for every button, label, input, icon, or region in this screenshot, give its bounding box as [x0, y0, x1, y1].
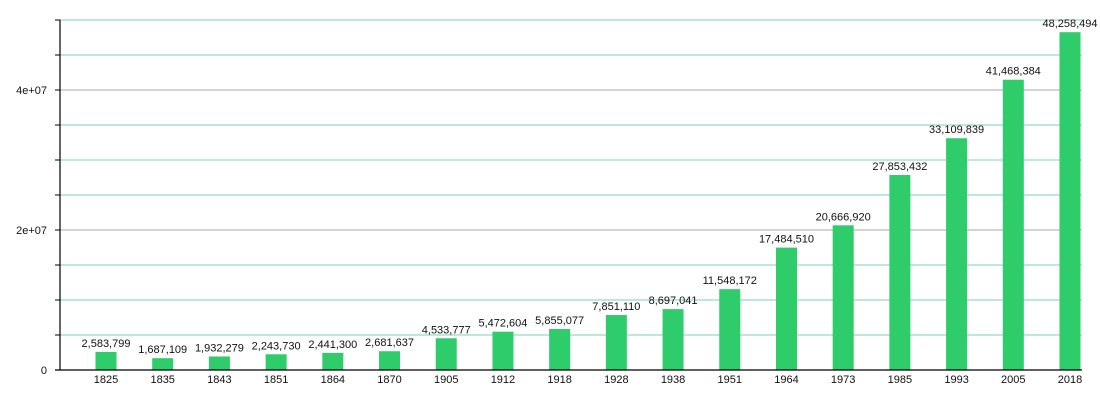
data-label: 5,855,077 [535, 315, 584, 327]
x-tick-label: 1951 [718, 374, 742, 386]
data-label: 8,697,041 [649, 295, 698, 307]
data-label: 33,109,839 [929, 124, 984, 136]
bar [95, 351, 117, 370]
bar [775, 247, 797, 370]
x-tick-label: 1835 [150, 374, 174, 386]
x-tick-label: 1928 [604, 374, 628, 386]
bar [1002, 79, 1024, 370]
x-tick-label: 1938 [661, 374, 685, 386]
x-tick-label: 1985 [888, 374, 912, 386]
x-tick-label: 1912 [491, 374, 515, 386]
bar [832, 225, 854, 370]
data-label: 2,243,730 [252, 340, 301, 352]
y-tick-label: 4e+07 [16, 85, 47, 97]
data-label: 2,681,637 [365, 337, 414, 349]
data-label: 11,548,172 [703, 275, 757, 287]
data-label: 27,853,432 [872, 161, 927, 173]
bar [435, 338, 457, 370]
grid-lines [60, 19, 1082, 336]
y-tick-label: 0 [41, 365, 47, 377]
x-tick-label: 2005 [1001, 374, 1025, 386]
data-label: 17,484,510 [759, 234, 814, 246]
y-tick-label: 2e+07 [16, 225, 47, 237]
x-tick-label: 1964 [774, 374, 798, 386]
x-tick-label: 2018 [1058, 374, 1082, 386]
bars [95, 32, 1081, 370]
bar [605, 315, 627, 370]
data-label: 1,687,109 [138, 344, 187, 356]
bar [946, 138, 968, 370]
data-label: 7,851,110 [592, 301, 640, 313]
x-tick-label: 1993 [944, 374, 968, 386]
data-label: 4,533,777 [422, 324, 471, 336]
x-tick-label: 1843 [207, 374, 231, 386]
data-label: 48,258,494 [1042, 18, 1097, 30]
data-label: 20,666,920 [816, 211, 871, 223]
bar [152, 358, 174, 370]
bar [1059, 32, 1081, 370]
bar [549, 329, 571, 370]
x-tick-label: 1918 [547, 374, 571, 386]
bar [379, 351, 401, 370]
bar [322, 352, 344, 370]
data-label: 1,932,279 [195, 342, 244, 354]
data-label: 2,583,799 [82, 338, 131, 350]
bar [492, 331, 514, 370]
bar [265, 354, 287, 370]
x-tick-label: 1825 [94, 374, 118, 386]
data-label: 41,468,384 [986, 66, 1041, 78]
bar [719, 289, 741, 370]
x-tick-label: 1870 [377, 374, 401, 386]
data-label: 2,441,300 [308, 339, 357, 351]
data-label: 5,472,604 [478, 318, 527, 330]
bar [889, 175, 911, 370]
bar [208, 356, 230, 370]
axes [55, 19, 1082, 371]
x-tick-label: 1851 [264, 374, 288, 386]
labels: 0 2e+07 4e+07 2,583,799 1825 1,687,109 1835 1,9… [16, 18, 1097, 386]
x-tick-label: 1905 [434, 374, 458, 386]
x-tick-label: 1973 [831, 374, 855, 386]
x-tick-label: 1864 [321, 374, 345, 386]
bar [662, 309, 684, 370]
